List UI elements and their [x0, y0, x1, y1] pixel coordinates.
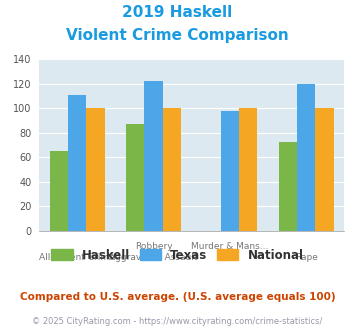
Bar — [50, 151, 68, 231]
Legend: Haskell, Texas, National: Haskell, Texas, National — [47, 244, 308, 266]
Bar — [163, 109, 181, 231]
Bar — [144, 82, 163, 231]
Bar — [239, 109, 257, 231]
Bar — [297, 84, 315, 231]
Bar — [126, 124, 144, 231]
Bar — [86, 109, 105, 231]
Bar — [221, 111, 239, 231]
Text: Aggravated Assault: Aggravated Assault — [109, 253, 198, 262]
Text: Compared to U.S. average. (U.S. average equals 100): Compared to U.S. average. (U.S. average … — [20, 292, 335, 302]
Text: All Violent Crime: All Violent Crime — [39, 253, 115, 262]
Bar — [279, 142, 297, 231]
Text: Robbery: Robbery — [135, 242, 172, 250]
Bar — [68, 95, 86, 231]
Text: © 2025 CityRating.com - https://www.cityrating.com/crime-statistics/: © 2025 CityRating.com - https://www.city… — [32, 317, 323, 326]
Bar — [315, 109, 334, 231]
Text: 2019 Haskell: 2019 Haskell — [122, 5, 233, 20]
Text: Violent Crime Comparison: Violent Crime Comparison — [66, 28, 289, 43]
Text: Rape: Rape — [295, 253, 318, 262]
Text: Murder & Mans...: Murder & Mans... — [191, 242, 268, 250]
